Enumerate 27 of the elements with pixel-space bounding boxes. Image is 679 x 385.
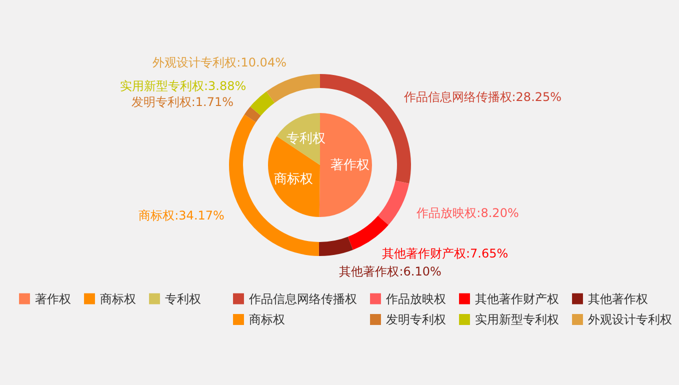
legend-label: 作品放映权 xyxy=(385,292,446,306)
category-label: 作品放映权:8.20% xyxy=(416,206,519,220)
category-label: 实用新型专利权:3.88% xyxy=(120,79,246,94)
category-label: 商标权:34.17% xyxy=(138,208,224,222)
legend-label: 发明专利权 xyxy=(386,312,446,326)
category-label: 作品信息网络传播权:28.25% xyxy=(404,90,562,104)
legend-label: 专利权 xyxy=(165,292,201,306)
category-label: 其他著作财产权:7.65% xyxy=(382,246,508,260)
category-label: 外观设计专利权:10.04% xyxy=(152,55,286,70)
donut-slice xyxy=(266,74,320,103)
category-label: 发明专利权:1.71% xyxy=(131,95,234,110)
legend-label: 实用新型专利权 xyxy=(475,312,559,326)
donut-slice xyxy=(318,236,353,256)
legend-label: 著作权 xyxy=(35,292,71,306)
legend-label: 作品信息网络传播权 xyxy=(248,292,357,306)
category-label: 其他著作权:6.10% xyxy=(339,264,442,278)
legend-label: 外观设计专利权 xyxy=(588,312,672,326)
slice-label: 商标权 xyxy=(274,172,313,187)
legend-label: 商标权 xyxy=(249,312,285,326)
slice-label: 著作权 xyxy=(330,158,370,174)
legend-label: 商标权 xyxy=(100,292,136,306)
slice-label: 专利权 xyxy=(286,132,326,147)
donut-slice xyxy=(378,180,410,225)
legend-label: 其他著作财产权 xyxy=(475,292,559,306)
donut-slice xyxy=(244,106,261,122)
donut-slice xyxy=(250,92,275,116)
legend-label: 其他著作权 xyxy=(588,292,648,306)
